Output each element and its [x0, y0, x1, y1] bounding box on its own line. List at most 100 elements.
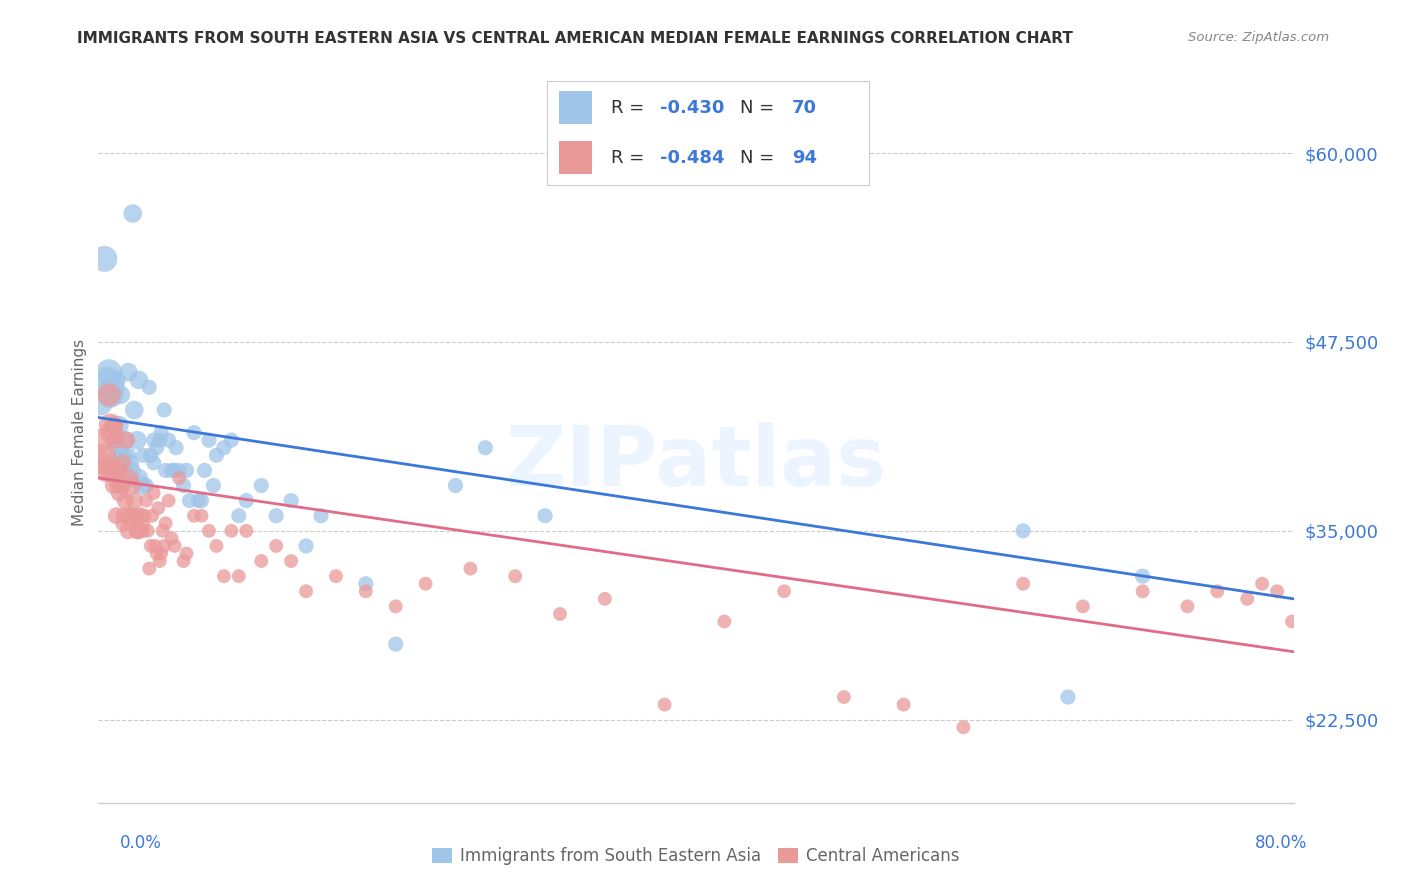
- Point: [250, 478, 273, 492]
- Point: [1132, 569, 1154, 583]
- Point: [105, 508, 128, 523]
- Point: [148, 501, 170, 516]
- Point: [97, 365, 120, 379]
- Point: [125, 508, 148, 523]
- Point: [1281, 615, 1303, 629]
- Point: [202, 478, 225, 492]
- Point: [107, 478, 129, 492]
- Point: [157, 493, 180, 508]
- Point: [198, 524, 221, 538]
- Point: [190, 493, 212, 508]
- Point: [101, 425, 124, 440]
- Point: [115, 433, 138, 447]
- Point: [111, 478, 134, 492]
- Point: [354, 584, 377, 599]
- Point: [132, 524, 155, 538]
- Point: [143, 539, 166, 553]
- Point: [1340, 584, 1362, 599]
- Point: [280, 554, 302, 568]
- Point: [593, 591, 616, 606]
- Point: [1236, 591, 1258, 606]
- Point: [893, 698, 915, 712]
- Point: [96, 373, 118, 387]
- Point: [138, 561, 160, 575]
- Point: [1206, 584, 1229, 599]
- Point: [474, 441, 496, 455]
- Point: [205, 448, 228, 462]
- Point: [212, 569, 235, 583]
- Point: [128, 373, 150, 387]
- Point: [179, 493, 201, 508]
- Point: [98, 418, 122, 433]
- Point: [115, 448, 138, 462]
- Point: [952, 720, 974, 734]
- Point: [228, 508, 250, 523]
- Point: [121, 478, 143, 492]
- Point: [107, 441, 129, 455]
- Point: [118, 471, 141, 485]
- Point: [1251, 576, 1274, 591]
- Point: [187, 493, 209, 508]
- Point: [1310, 591, 1333, 606]
- Point: [153, 539, 176, 553]
- Point: [280, 493, 302, 508]
- Point: [150, 547, 173, 561]
- Point: [713, 615, 735, 629]
- Point: [118, 508, 141, 523]
- Point: [138, 380, 160, 394]
- Point: [114, 433, 136, 447]
- Point: [112, 508, 135, 523]
- Point: [108, 486, 131, 500]
- Point: [98, 388, 122, 402]
- Point: [167, 463, 190, 477]
- Point: [111, 456, 134, 470]
- Point: [325, 569, 347, 583]
- Point: [108, 463, 131, 477]
- Point: [198, 433, 221, 447]
- Point: [149, 554, 172, 568]
- Point: [91, 456, 114, 470]
- Point: [105, 463, 128, 477]
- Point: [212, 441, 235, 455]
- Point: [112, 516, 135, 531]
- Text: 0.0%: 0.0%: [120, 834, 162, 852]
- Point: [155, 516, 177, 531]
- Point: [142, 486, 165, 500]
- Point: [534, 508, 557, 523]
- Point: [114, 493, 136, 508]
- Point: [104, 418, 127, 433]
- Point: [127, 524, 149, 538]
- Point: [145, 441, 167, 455]
- Point: [160, 532, 183, 546]
- Point: [121, 206, 143, 220]
- Point: [460, 561, 482, 575]
- Y-axis label: Median Female Earnings: Median Female Earnings: [72, 339, 87, 526]
- Point: [111, 448, 134, 462]
- Point: [127, 433, 149, 447]
- Point: [153, 403, 176, 417]
- Point: [173, 554, 195, 568]
- Point: [832, 690, 855, 704]
- Point: [120, 463, 142, 477]
- Point: [415, 576, 437, 591]
- Point: [150, 425, 173, 440]
- Point: [135, 493, 157, 508]
- Point: [163, 539, 186, 553]
- Point: [131, 478, 153, 492]
- Point: [183, 425, 205, 440]
- Point: [152, 524, 174, 538]
- Point: [163, 463, 186, 477]
- Point: [103, 418, 125, 433]
- Point: [1012, 524, 1035, 538]
- Point: [503, 569, 526, 583]
- Point: [105, 433, 128, 447]
- Point: [108, 456, 131, 470]
- Point: [136, 524, 159, 538]
- Point: [221, 433, 243, 447]
- Point: [141, 508, 163, 523]
- Point: [128, 471, 150, 485]
- Point: [105, 373, 128, 387]
- Point: [120, 508, 142, 523]
- Point: [384, 637, 406, 651]
- Point: [1071, 599, 1094, 614]
